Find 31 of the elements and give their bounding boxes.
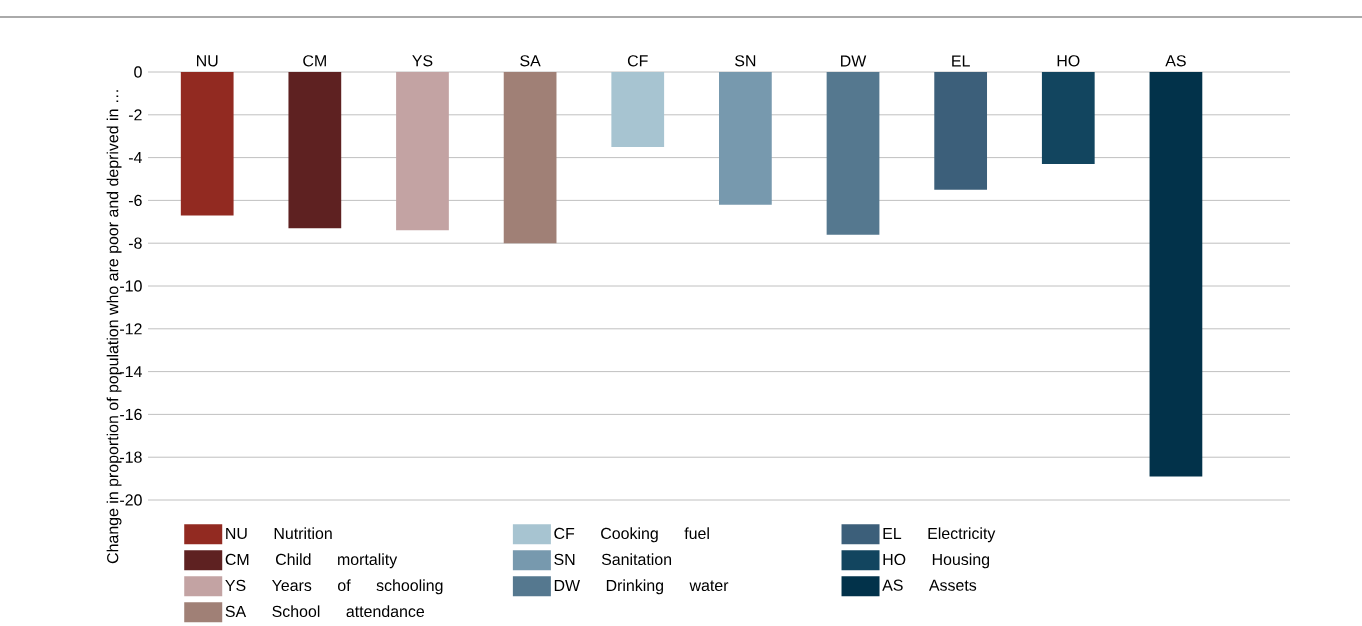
x-tick-label: AS (1165, 55, 1186, 67)
legend-label: SA School attendance (225, 605, 425, 618)
x-tick-label: SN (735, 55, 756, 67)
legend-label: HO Housing (883, 553, 990, 569)
x-tick-label: SA (520, 55, 541, 67)
y-tick-label: -12 (120, 323, 142, 335)
y-tick-label: -6 (128, 194, 142, 207)
legend-label: YS Years of schooling (225, 579, 443, 595)
legend-label: AS Assets (882, 579, 977, 591)
legend-label: EL Electricity (883, 527, 996, 543)
legend-label: NU Nutrition (226, 527, 332, 540)
y-tick-label: -20 (120, 494, 142, 506)
legend-label: CF Cooking fuel (554, 527, 709, 543)
x-tick-label: YS (412, 55, 433, 67)
x-tick-label: CM (303, 55, 326, 67)
x-tick-label: HO (1057, 55, 1080, 67)
x-tick-label: NU (197, 55, 218, 67)
y-tick-label: -10 (120, 280, 142, 292)
legend-label: DW Drinking water (554, 579, 729, 595)
y-tick-label: -14 (120, 366, 142, 378)
x-tick-label: DW (841, 55, 867, 67)
y-tick-label: -16 (120, 408, 142, 421)
legend-label: CM Child mortality (225, 553, 398, 569)
y-tick-label: -18 (120, 451, 142, 463)
x-tick-label: CF (627, 55, 648, 67)
y-tick-label: -2 (128, 109, 142, 121)
y-tick-label: -4 (128, 152, 142, 164)
y-tick-label: -8 (128, 237, 142, 249)
legend-label: SN Sanitation (554, 553, 672, 566)
y-tick-label: 0 (134, 66, 142, 78)
x-tick-label: EL (952, 55, 970, 67)
